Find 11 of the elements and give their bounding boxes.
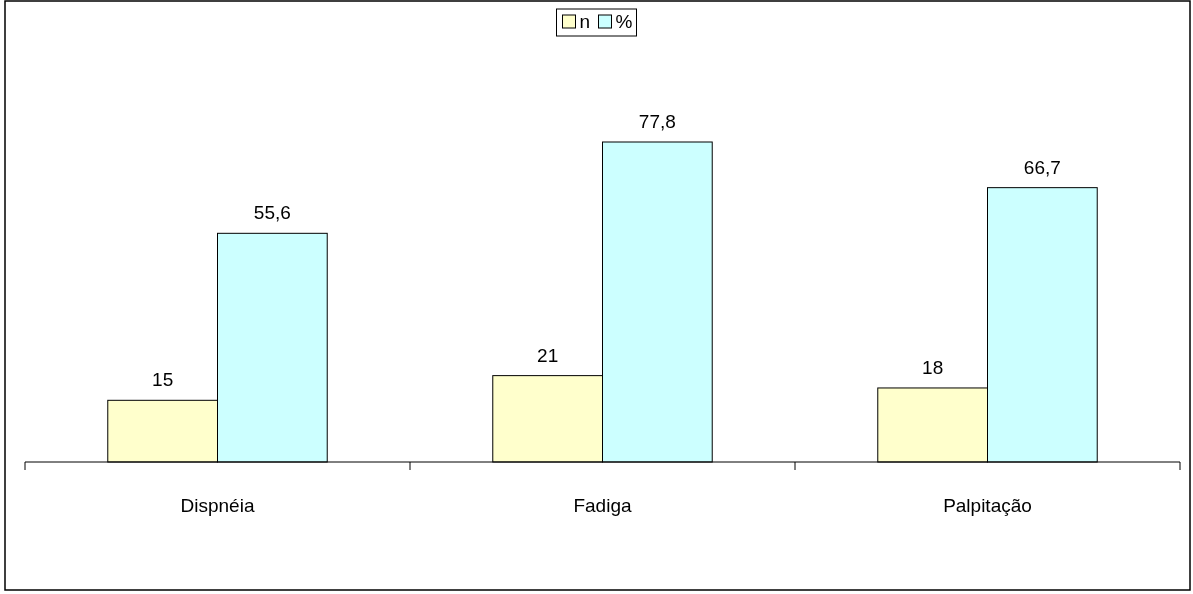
- data-label: 21: [537, 344, 559, 366]
- x-tick-label: Fadiga: [573, 495, 632, 516]
- x-tick-label: Dispnéia: [180, 495, 255, 516]
- legend-label: %: [615, 11, 633, 32]
- data-label: 66,7: [1023, 156, 1061, 178]
- data-label: 77,8: [638, 111, 676, 132]
- legend-label: n: [579, 11, 591, 32]
- data-label: 15: [152, 369, 174, 391]
- data-label: 18: [922, 356, 944, 378]
- x-tick-label: Palpitação: [943, 495, 1032, 516]
- data-label: 55,6: [253, 202, 291, 224]
